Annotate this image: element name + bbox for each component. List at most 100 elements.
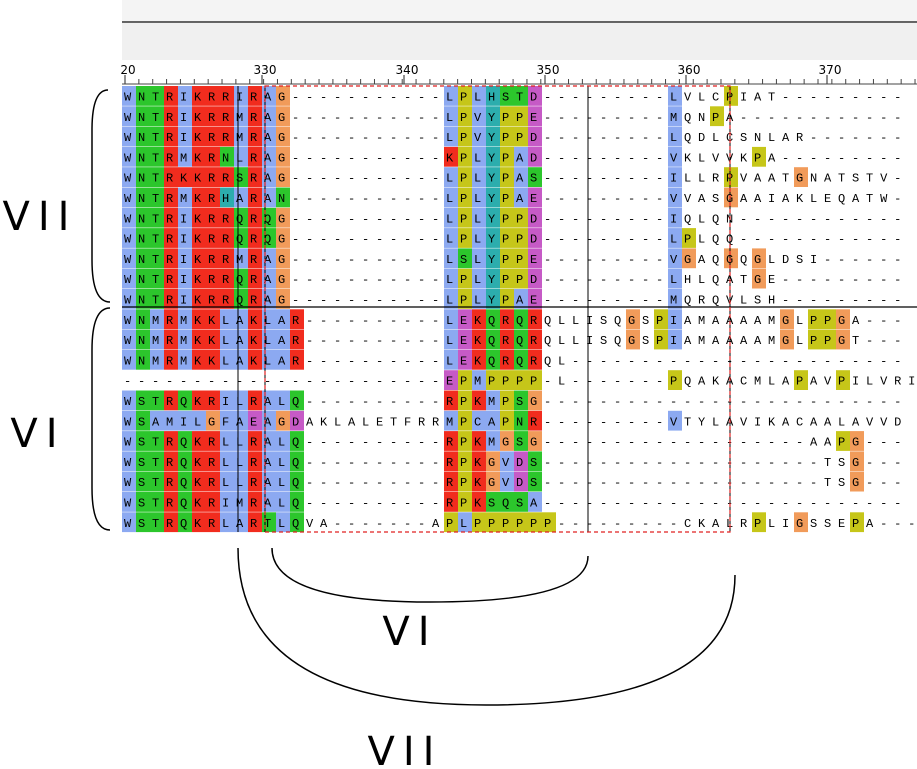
residue-bg [136, 309, 150, 330]
residue-bg [192, 471, 206, 492]
residue-bg [290, 512, 304, 533]
toolbar [122, 0, 917, 22]
residue-bg [528, 167, 542, 187]
residue-bg [178, 86, 192, 106]
residue-bg [752, 512, 766, 533]
residue-bg [136, 146, 150, 167]
residue-bg [220, 167, 234, 187]
residue-bg [668, 86, 682, 106]
residue-bg [472, 431, 486, 451]
residue-bg [276, 167, 290, 187]
residue-bg [472, 207, 486, 228]
residue-bg [178, 106, 192, 127]
residue-bg [528, 329, 542, 350]
residue-bg [248, 329, 262, 350]
residue-bg [220, 187, 234, 208]
residue-bg [472, 268, 486, 289]
residue-bg [514, 207, 528, 228]
residue-bg [122, 228, 136, 248]
residue-bg [206, 431, 220, 451]
residue-bg [178, 390, 192, 411]
residue-bg [514, 410, 528, 431]
residue-bg [248, 492, 262, 512]
residue-bg [122, 431, 136, 451]
residue-bg [486, 471, 500, 492]
arc [271, 547, 589, 603]
residue-bg [668, 410, 682, 431]
residue-bg [850, 471, 864, 492]
residue-bg [500, 329, 514, 350]
residue-bg [220, 390, 234, 411]
residue-bg [458, 207, 472, 228]
residue-bg [472, 390, 486, 411]
residue-bg [206, 86, 220, 106]
residue-bg [136, 167, 150, 187]
residue-bg [444, 349, 458, 370]
residue-bg [444, 126, 458, 147]
residue-bg [500, 492, 514, 512]
residue-bg [136, 512, 150, 533]
residue-bg [500, 207, 514, 228]
residue-bg [836, 329, 850, 350]
residue-bg [150, 390, 164, 411]
residue-bg [682, 248, 696, 269]
residue-bg [486, 146, 500, 167]
residue-bg [164, 146, 178, 167]
residue-bg [822, 309, 836, 330]
residue-bg [724, 167, 738, 187]
residue-bg [472, 187, 486, 208]
residue-bg [122, 390, 136, 411]
residue-bg [752, 146, 766, 167]
residue-bg [500, 126, 514, 147]
residue-bg [500, 512, 514, 533]
residue-bg [178, 451, 192, 472]
sequence: WNTRIKRRQRQG-----------LPLYPPD---------I… [124, 212, 908, 226]
residue-bg [486, 309, 500, 330]
residue-bg [444, 431, 458, 451]
residue-bg [150, 431, 164, 451]
residue-bg [206, 512, 220, 533]
residue-bg [192, 126, 206, 147]
residue-bg [528, 248, 542, 269]
residue-bg [668, 248, 682, 269]
residue-bg [276, 289, 290, 309]
residue-bg [220, 431, 234, 451]
residue-bg [290, 431, 304, 451]
residue-bg [164, 187, 178, 208]
residue-bg [248, 106, 262, 127]
residue-bg [276, 106, 290, 127]
residue-bg [668, 329, 682, 350]
residue-bg [836, 431, 850, 451]
residue-bg [668, 370, 682, 390]
residue-bg [290, 410, 304, 431]
residue-bg [122, 349, 136, 370]
residue-bg [500, 451, 514, 472]
residue-bg [220, 86, 234, 106]
residue-bg [136, 126, 150, 147]
residue-bg [444, 187, 458, 208]
residue-bg [164, 431, 178, 451]
residue-bg [486, 228, 500, 248]
residue-bg [206, 167, 220, 187]
residue-bg [528, 512, 542, 533]
residue-bg [164, 349, 178, 370]
residue-bg [248, 146, 262, 167]
residue-bg [528, 431, 542, 451]
residue-bg [626, 309, 640, 330]
residue-bg [458, 309, 472, 330]
residue-bg [136, 106, 150, 127]
sequence: WNTRIKRRQRAG-----------LPLYPPD---------L… [124, 273, 908, 287]
residue-bg [122, 492, 136, 512]
residue-bg [136, 390, 150, 411]
sequence: WNTRIKRRQRQG-----------LPLYPPD---------L… [124, 233, 908, 247]
residue-bg [192, 187, 206, 208]
residue-bg [206, 126, 220, 147]
residue-bg [248, 410, 262, 431]
residue-bg [528, 471, 542, 492]
residue-bg [122, 106, 136, 127]
residue-bg [192, 431, 206, 451]
residue-bg [444, 370, 458, 390]
sequence: WNMRMKKLAKLAR----------LEKQRQRQL--------… [124, 354, 908, 368]
residue-bg [178, 146, 192, 167]
residue-bg [178, 167, 192, 187]
